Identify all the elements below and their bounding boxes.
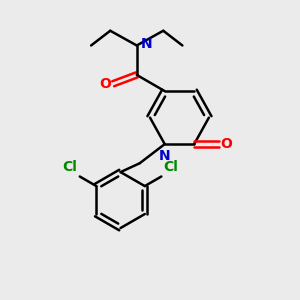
Text: O: O <box>221 137 232 151</box>
Text: N: N <box>140 37 152 51</box>
Text: Cl: Cl <box>164 160 178 174</box>
Text: Cl: Cl <box>62 160 77 174</box>
Text: O: O <box>99 77 111 91</box>
Text: N: N <box>159 149 170 164</box>
